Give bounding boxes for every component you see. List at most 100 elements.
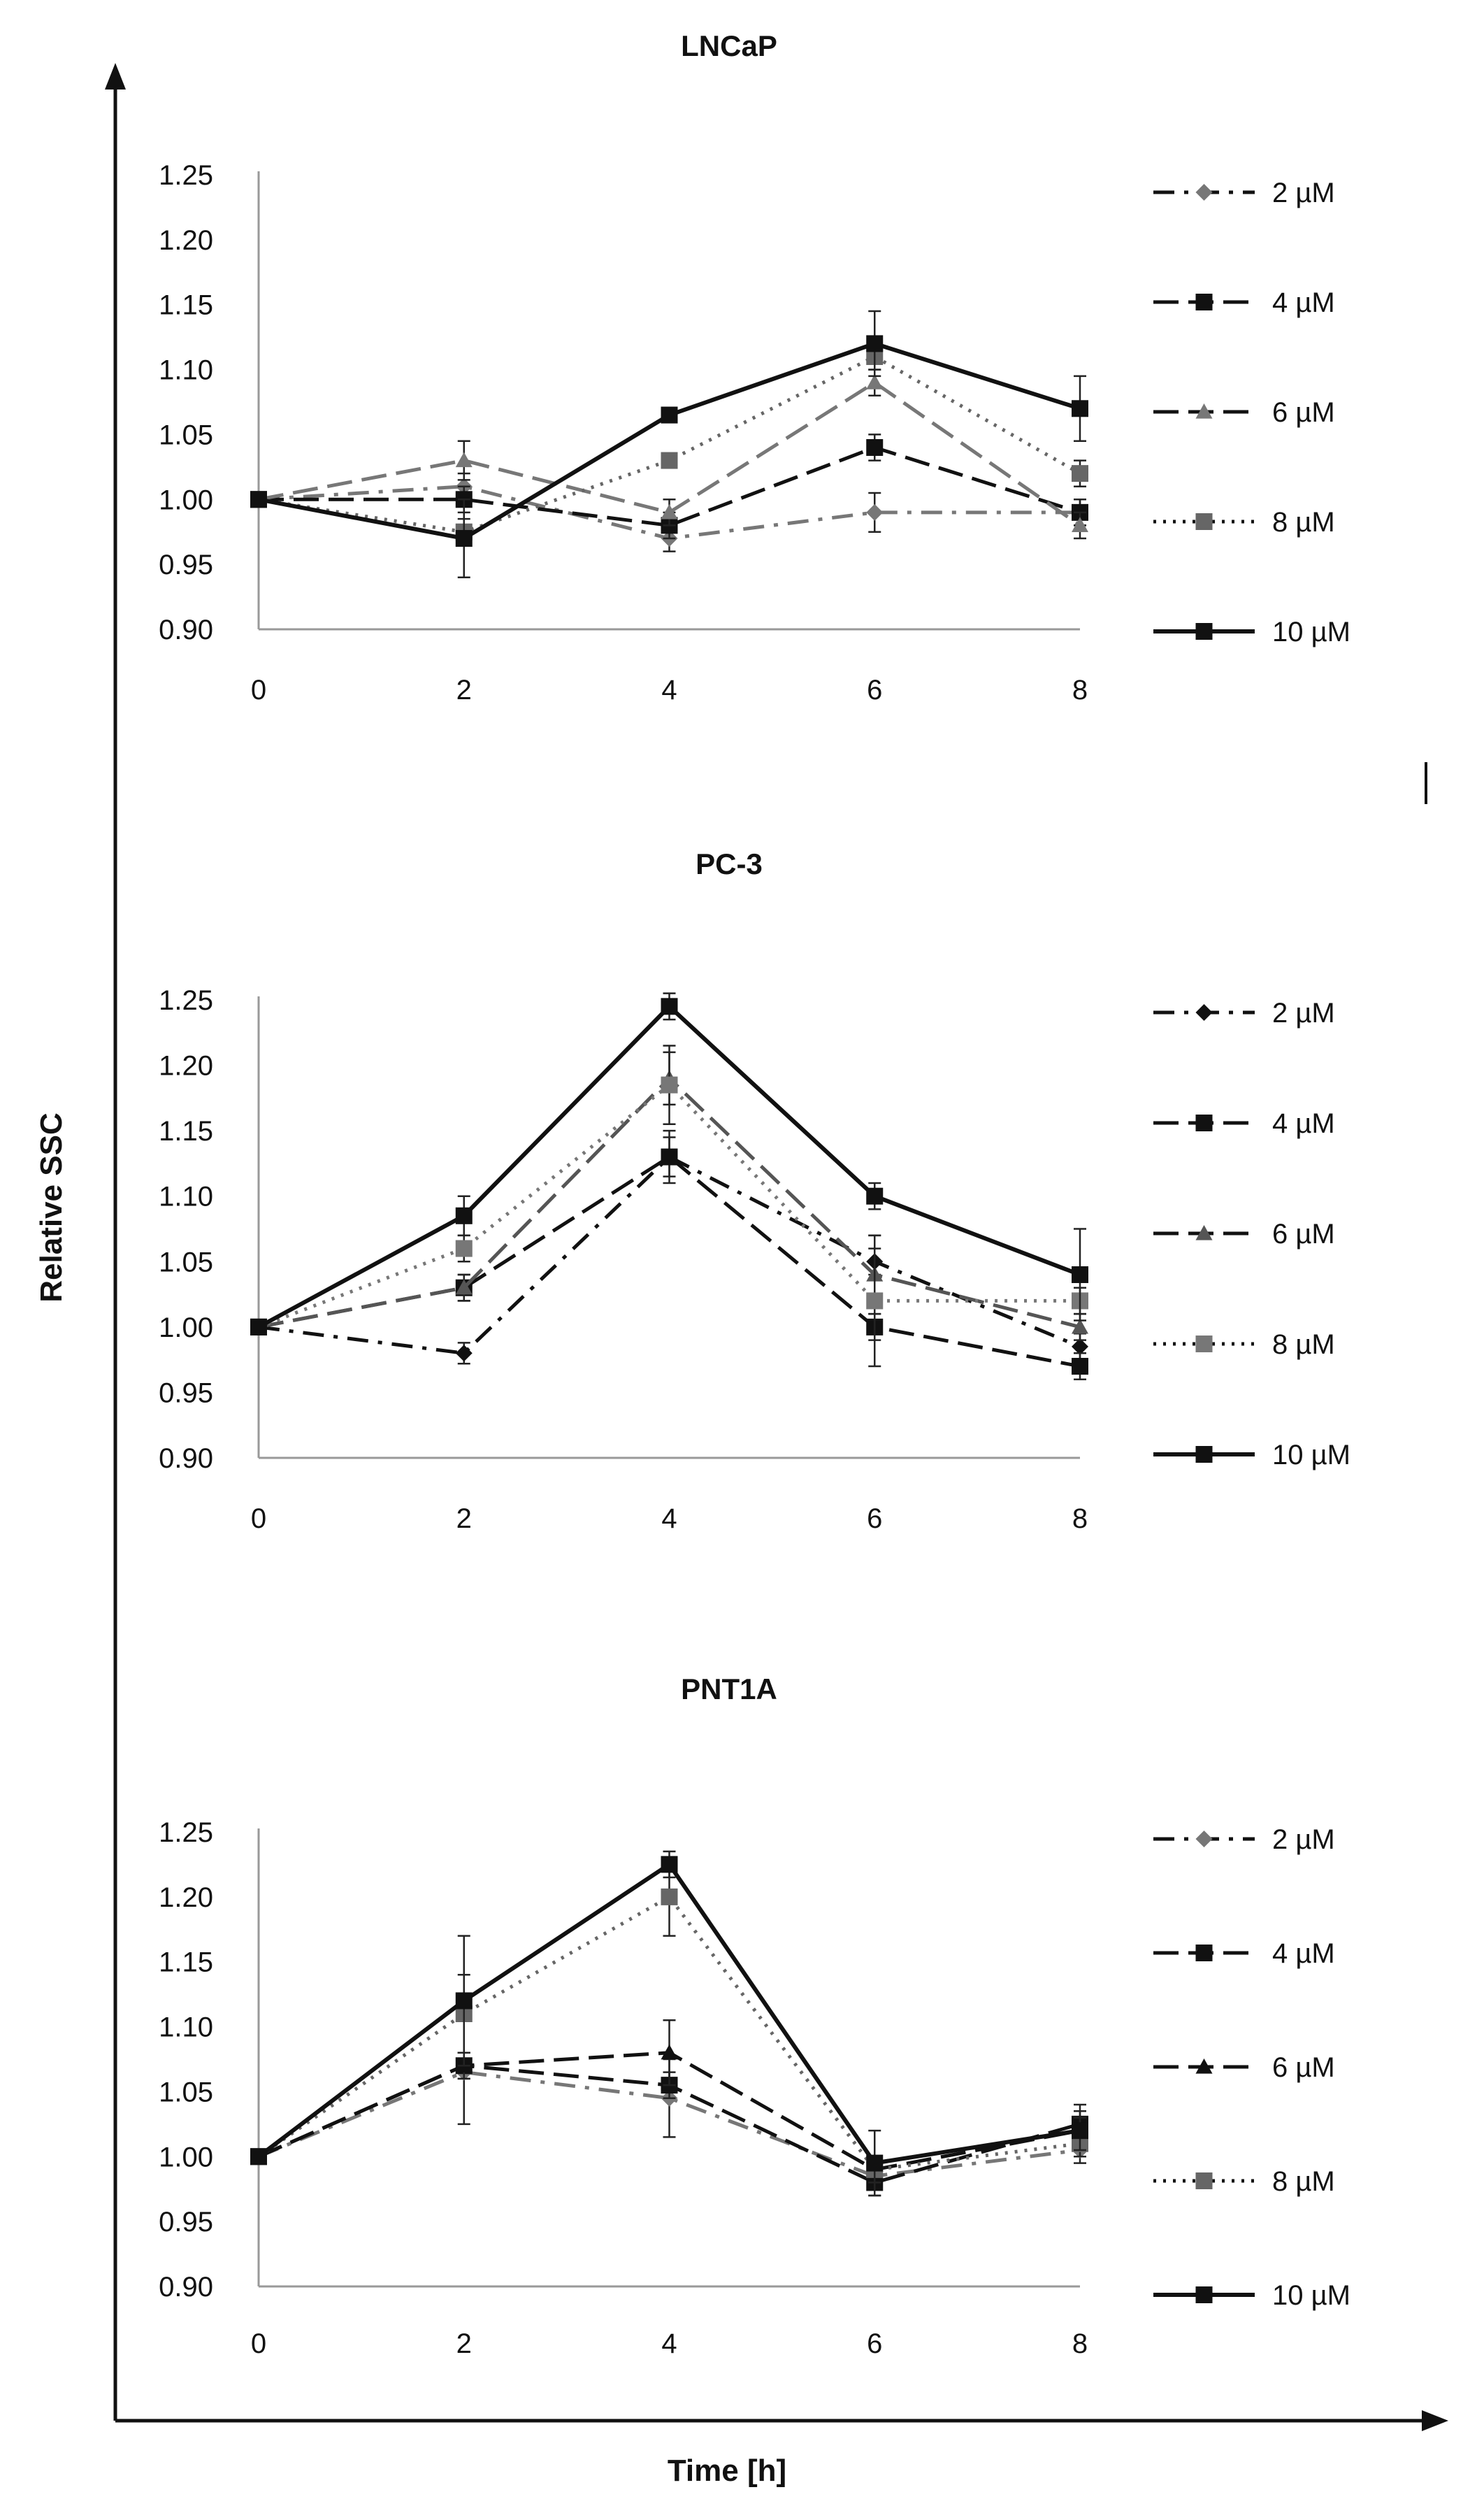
data-point [455, 1207, 473, 1224]
data-point [1072, 2122, 1088, 2140]
legend-marker [1195, 2058, 1213, 2074]
legend-label: 2 µM [1272, 1824, 1335, 1855]
y-tick-label: 1.15 [159, 290, 213, 321]
panel-title: PC-3 [696, 847, 763, 880]
data-point [661, 452, 678, 469]
data-point [1072, 1338, 1088, 1355]
x-tick-label: 6 [867, 2328, 882, 2359]
legend-item: 6 µM [1153, 1219, 1335, 1250]
x-tick-label: 0 [251, 1503, 266, 1534]
legend-label: 10 µM [1272, 1440, 1350, 1470]
data-point [250, 2148, 267, 2165]
legend-item: 6 µM [1153, 2052, 1335, 2083]
y-tick-label: 1.10 [159, 355, 213, 386]
series-line [258, 2070, 1081, 2178]
panel-title: LNCaP [681, 29, 777, 62]
panels: LNCaP 1.25 1.20 1.15 1.10 1.05 1.00 0.95 0.90 0 2 4… [159, 29, 1350, 2359]
x-tick-label: 4 [661, 2328, 677, 2359]
series-line [259, 445, 1081, 527]
legend-marker [1195, 2172, 1213, 2189]
legend-item: 10 µM [1153, 617, 1350, 647]
data-point [661, 1888, 678, 1905]
legend-marker [1195, 513, 1213, 530]
legend-marker [1195, 1225, 1213, 1240]
data-point [866, 374, 884, 389]
y-tick-label: 1.05 [159, 420, 213, 450]
x-tick-label: 2 [456, 1503, 472, 1534]
y-tick-label: 0.90 [159, 1443, 213, 1474]
data-point [661, 2044, 678, 2060]
y-tick-label: 0.95 [159, 1377, 213, 1408]
x-tick-label: 6 [867, 1503, 882, 1534]
x-tick-label: 8 [1072, 1503, 1088, 1534]
data-point [1072, 1318, 1088, 1334]
y-tick-label: 0.90 [159, 2272, 213, 2303]
data-point [455, 1345, 473, 1362]
panel-pc3: PC-3 1.25 1.20 1.15 1.10 1.05 1.00 0.95 0.90 0 2 4 6… [159, 847, 1350, 1534]
data-point [866, 1292, 884, 1310]
legend-item: 8 µM [1153, 1329, 1335, 1360]
data-point [661, 503, 678, 520]
y-tick-label: 1.10 [159, 1182, 213, 1212]
legend-item: 8 µM [1153, 2166, 1335, 2197]
y-tick-label: 1.25 [159, 985, 213, 1016]
x-tick-label: 6 [867, 675, 882, 706]
y-tick-label: 1.15 [159, 1116, 213, 1147]
series-line [258, 1154, 1081, 1355]
y-tick-label: 1.05 [159, 2077, 213, 2107]
x-tick-label: 8 [1072, 675, 1088, 706]
y-tick-label: 1.15 [159, 1947, 213, 1978]
data-point [866, 439, 884, 456]
y-tick-label: 1.20 [159, 1051, 213, 1082]
series-4uM [250, 1129, 1088, 1380]
y-tick-label: 1.20 [159, 225, 213, 256]
legend-marker [1195, 1115, 1213, 1131]
x-tick-label: 0 [251, 675, 266, 706]
x-tick-label: 0 [251, 2328, 266, 2359]
data-point [866, 1187, 884, 1205]
legend-item: 10 µM [1153, 1440, 1350, 1470]
legend-item: 2 µM [1153, 178, 1335, 208]
data-point [661, 998, 678, 1015]
data-point [455, 1240, 473, 1257]
legend-label: 10 µM [1272, 617, 1350, 647]
y-tick-label: 1.00 [159, 1312, 213, 1343]
legend-marker [1195, 184, 1213, 201]
legend-marker [1195, 294, 1213, 310]
data-point [1072, 517, 1088, 533]
series-line [258, 355, 1081, 534]
legend-label: 2 µM [1272, 178, 1335, 208]
y-tick-label: 1.05 [159, 1247, 213, 1277]
data-point [1072, 1266, 1088, 1283]
x-tick-label: 2 [456, 675, 472, 706]
data-point [1072, 465, 1088, 482]
legend-marker [1195, 1831, 1213, 1847]
y-tick-label: 1.25 [159, 1817, 213, 1848]
legend-marker [1195, 1945, 1213, 1961]
x-tick-label: 8 [1072, 2328, 1088, 2359]
data-point [661, 1856, 678, 1873]
legend-marker [1195, 623, 1213, 640]
legend-label: 8 µM [1272, 507, 1335, 538]
data-point [866, 2154, 884, 2172]
legend-item: 4 µM [1153, 287, 1335, 318]
data-point [661, 1148, 678, 1166]
panel-pnt1a: PNT1A 1.25 1.20 1.15 1.10 1.05 1.00 0.95 0.90 0 2 4… [159, 1673, 1350, 2359]
legend-marker [1195, 1446, 1213, 1463]
data-point [866, 335, 884, 352]
legend-label: 4 µM [1272, 287, 1335, 318]
legend-item: 10 µM [1153, 2280, 1350, 2311]
y-tick-label: 1.00 [159, 485, 213, 515]
legend-marker [1195, 1336, 1213, 1352]
series-10uM [250, 992, 1088, 1336]
legend-item: 4 µM [1153, 1108, 1335, 1139]
x-tick-label: 2 [456, 2328, 472, 2359]
legend-marker [1195, 1004, 1213, 1021]
data-point [455, 1992, 473, 2010]
legend-label: 4 µM [1272, 1938, 1335, 1969]
legend-label: 8 µM [1272, 1329, 1335, 1360]
y-tick-label: 0.90 [159, 615, 213, 645]
figure-x-arrowhead [1422, 2410, 1448, 2431]
